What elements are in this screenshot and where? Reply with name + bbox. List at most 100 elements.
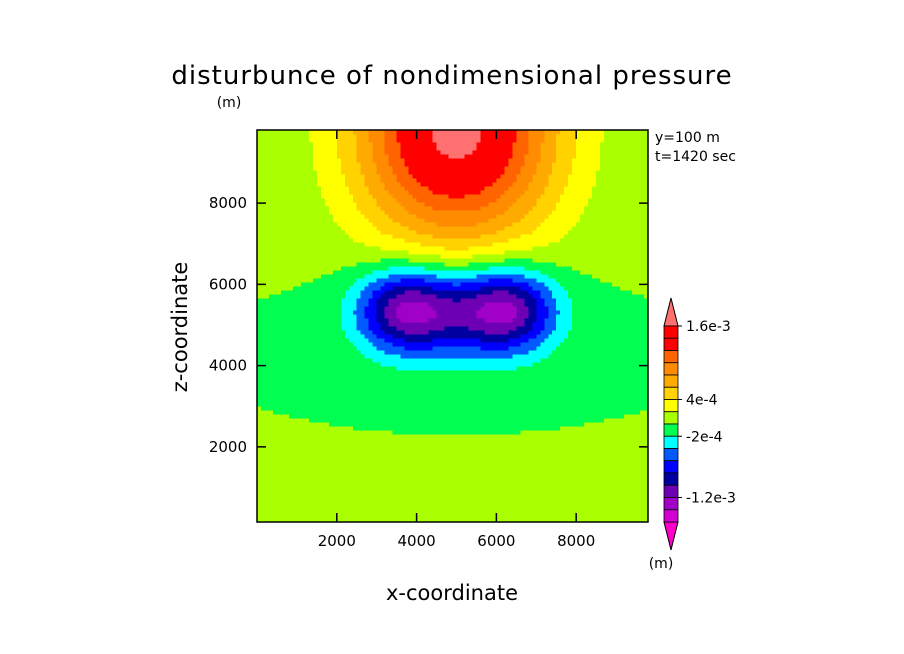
contour-cell: [480, 474, 486, 479]
contour-cell: [292, 394, 298, 399]
contour-cell: [556, 422, 561, 427]
contour-cell: [352, 330, 358, 335]
contour-cell: [332, 482, 338, 487]
contour-cell: [548, 430, 553, 435]
contour-cell: [592, 374, 597, 379]
contour-cell: [392, 334, 398, 339]
contour-cell: [540, 422, 545, 427]
contour-cell: [496, 402, 501, 407]
contour-cell: [376, 410, 382, 415]
contour-cell: [568, 458, 573, 463]
contour-cell: [420, 354, 426, 359]
contour-cell: [520, 486, 525, 491]
contour-cell: [628, 446, 633, 451]
contour-cell: [276, 330, 282, 335]
contour-cell: [408, 430, 414, 435]
contour-cell: [544, 346, 549, 351]
contour-cell: [632, 458, 637, 463]
contour-cell: [388, 402, 394, 407]
contour-cell: [412, 422, 418, 427]
contour-cell: [536, 422, 541, 427]
contour-cell: [332, 322, 338, 327]
contour-cell: [356, 354, 362, 359]
contour-cell: [632, 374, 637, 379]
contour-cell: [316, 350, 322, 355]
contour-cell: [412, 430, 418, 435]
contour-cell: [316, 482, 322, 487]
contour-cell: [388, 434, 394, 439]
contour-cell: [500, 318, 505, 323]
contour-cell: [420, 478, 426, 483]
contour-cell: [580, 474, 585, 479]
contour-cell: [488, 318, 493, 323]
contour-cell: [608, 474, 613, 479]
chart-title: disturbunce of nondimensional pressure: [171, 61, 732, 91]
contour-cell: [508, 450, 513, 455]
contour-cell: [372, 370, 378, 375]
contour-cell: [472, 482, 478, 487]
contour-cell: [552, 462, 557, 467]
contour-cell: [436, 454, 442, 459]
contour-cell: [300, 502, 306, 507]
contour-cell: [560, 354, 565, 359]
contour-cell: [600, 394, 605, 399]
contour-cell: [296, 334, 302, 339]
contour-cell: [268, 322, 274, 327]
contour-cell: [332, 362, 338, 367]
contour-cell: [436, 370, 442, 375]
contour-cell: [276, 482, 282, 487]
contour-cell: [308, 498, 314, 503]
contour-cell: [552, 366, 557, 371]
contour-cell: [400, 382, 406, 387]
contour-cell: [268, 382, 274, 387]
contour-cell: [276, 318, 282, 323]
contour-cell: [636, 378, 641, 383]
contour-cell: [592, 334, 597, 339]
contour-cell: [436, 358, 442, 363]
contour-cell: [324, 378, 330, 383]
contour-cell: [624, 518, 629, 522]
contour-cell: [396, 322, 402, 327]
contour-cell: [608, 442, 613, 447]
contour-cell: [472, 474, 478, 479]
contour-cell: [576, 334, 581, 339]
contour-cell: [512, 474, 517, 479]
contour-cell: [352, 386, 358, 391]
contour-cell: [620, 426, 625, 431]
contour-cell: [312, 466, 318, 471]
contour-cell: [564, 438, 569, 443]
contour-cell: [600, 462, 605, 467]
contour-cell: [460, 390, 466, 395]
contour-cell: [456, 358, 462, 363]
contour-cell: [600, 390, 605, 395]
contour-cell: [512, 402, 517, 407]
contour-cell: [568, 486, 573, 491]
contour-cell: [324, 494, 330, 499]
contour-cell: [257, 494, 262, 499]
contour-cell: [496, 470, 501, 475]
contour-cell: [512, 378, 517, 383]
contour-cell: [640, 378, 645, 383]
contour-cell: [320, 438, 326, 443]
contour-cell: [636, 406, 641, 411]
contour-cell: [264, 386, 270, 391]
contour-cell: [284, 342, 290, 347]
contour-cell: [492, 322, 497, 327]
contour-cell: [400, 406, 406, 411]
contour-cell: [424, 398, 430, 403]
contour-cell: [520, 410, 525, 415]
contour-cell: [544, 378, 549, 383]
contour-cell: [268, 462, 274, 467]
contour-cell: [340, 498, 346, 503]
contour-cell: [520, 342, 525, 347]
contour-cell: [420, 434, 426, 439]
contour-cell: [392, 350, 398, 355]
contour-cell: [556, 366, 561, 371]
contour-cell: [436, 342, 442, 347]
contour-cell: [524, 458, 529, 463]
contour-cell: [257, 410, 262, 415]
contour-cell: [316, 398, 322, 403]
contour-cell: [428, 350, 434, 355]
contour-cell: [424, 418, 430, 423]
contour-cell: [320, 430, 326, 435]
